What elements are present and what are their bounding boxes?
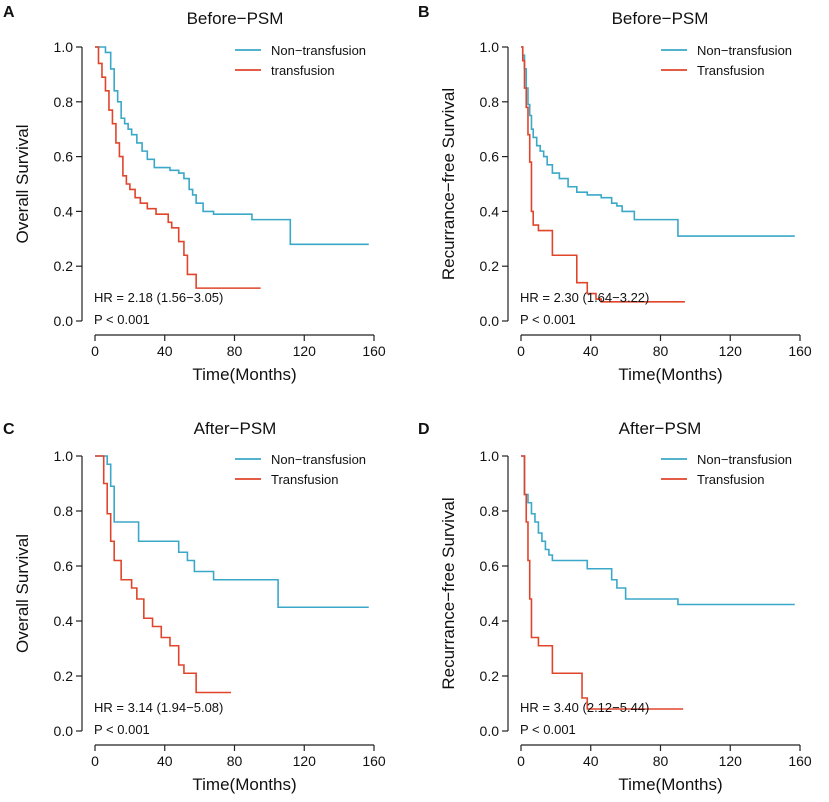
x-tick-label: 40: [583, 343, 599, 359]
x-tick-label: 0: [91, 753, 99, 769]
y-tick-label: 0.6: [480, 149, 500, 165]
y-tick-label: 0.4: [480, 613, 500, 629]
y-tick-label: 0.0: [54, 313, 74, 329]
x-tick-label: 80: [653, 753, 669, 769]
x-tick-label: 40: [583, 753, 599, 769]
legend-label: Non−transfusion: [697, 43, 792, 58]
x-tick-label: 40: [157, 343, 173, 359]
panel-letter: B: [418, 4, 430, 21]
y-axis-label: Overall Survival: [13, 534, 32, 653]
x-tick-label: 160: [362, 343, 386, 359]
x-tick-label: 120: [719, 343, 743, 359]
legend-label: transfusion: [271, 63, 335, 78]
series-line-non-transfusion: [95, 455, 369, 609]
series-line-transfusion: [95, 46, 261, 289]
series-line-non-transfusion: [95, 46, 369, 246]
hazard-ratio-annotation: HR = 2.18 (1.56−3.05): [94, 290, 223, 305]
p-value-annotation: P < 0.001: [94, 312, 150, 327]
x-tick-label: 160: [362, 753, 386, 769]
p-value-annotation: P < 0.001: [520, 722, 576, 737]
x-tick-label: 80: [227, 343, 243, 359]
y-tick-label: 0.2: [480, 668, 500, 684]
legend-label: Non−transfusion: [271, 452, 366, 467]
chart-title: Before−PSM: [187, 9, 284, 28]
series-line-non-transfusion: [521, 46, 795, 237]
x-tick-label: 0: [517, 343, 525, 359]
x-tick-label: 40: [157, 753, 173, 769]
hazard-ratio-annotation: HR = 3.40 (2.12−5.44): [520, 700, 649, 715]
series-line-non-transfusion: [521, 455, 795, 606]
y-tick-label: 1.0: [54, 448, 74, 464]
y-tick-label: 0.8: [54, 94, 74, 110]
panel-a: A Before−PSM 0 40 80 120 160 0.0 0.2 0.4 0.6 0.8 1.0…: [3, 4, 386, 384]
y-tick-label: 0.0: [54, 723, 74, 739]
y-tick-label: 0.8: [480, 94, 500, 110]
x-tick-label: 120: [719, 753, 743, 769]
y-axis-label: Recurrance−free Survival: [439, 497, 458, 689]
legend-label: Transfusion: [697, 472, 764, 487]
x-axis-label: Time(Months): [192, 365, 296, 384]
y-tick-label: 0.4: [480, 203, 500, 219]
hazard-ratio-annotation: HR = 2.30 (1.64−3.22): [520, 290, 649, 305]
panel-letter: D: [418, 421, 430, 438]
panel-d: D After−PSM 0 40 80 120 160 0.0 0.2 0.4 0.6 0.8 1.0 T…: [418, 419, 812, 794]
x-tick-label: 0: [517, 753, 525, 769]
chart-title: After−PSM: [194, 419, 277, 438]
legend-label: Non−transfusion: [697, 452, 792, 467]
y-tick-label: 0.4: [54, 613, 74, 629]
y-tick-label: 0.8: [54, 503, 74, 519]
x-tick-label: 120: [293, 753, 317, 769]
panel-c: C After−PSM 0 40 80 120 160 0.0 0.2 0.4 0.6 0.8 1.0 T…: [3, 419, 386, 794]
panel-b: B Before−PSM 0 40 80 120 160 0.0 0.2 0.4 0.6 0.8 1.0…: [418, 4, 812, 384]
chart-title: After−PSM: [619, 419, 702, 438]
p-value-annotation: P < 0.001: [94, 722, 150, 737]
y-tick-label: 0.4: [54, 203, 74, 219]
y-axis-label: Overall Survival: [13, 124, 32, 243]
series-line-transfusion: [521, 455, 684, 710]
y-tick-label: 0.6: [480, 558, 500, 574]
chart-title: Before−PSM: [612, 9, 709, 28]
x-tick-label: 80: [227, 753, 243, 769]
legend-label: Transfusion: [271, 472, 338, 487]
series-line-transfusion: [95, 455, 232, 694]
y-tick-label: 0.0: [480, 723, 500, 739]
y-tick-label: 0.8: [480, 503, 500, 519]
y-tick-label: 1.0: [480, 39, 500, 55]
x-tick-label: 160: [788, 343, 812, 359]
p-value-annotation: P < 0.001: [520, 312, 576, 327]
y-tick-label: 1.0: [480, 448, 500, 464]
x-axis-label: Time(Months): [618, 775, 722, 794]
x-axis-label: Time(Months): [618, 365, 722, 384]
x-tick-label: 160: [788, 753, 812, 769]
y-tick-label: 0.2: [480, 258, 500, 274]
y-tick-label: 0.6: [54, 558, 74, 574]
y-tick-label: 0.6: [54, 149, 74, 165]
panel-letter: A: [3, 4, 15, 21]
x-axis-label: Time(Months): [192, 775, 296, 794]
x-tick-label: 80: [653, 343, 669, 359]
legend-label: Transfusion: [697, 63, 764, 78]
y-tick-label: 0.2: [54, 668, 74, 684]
x-tick-label: 120: [293, 343, 317, 359]
y-tick-label: 0.0: [480, 313, 500, 329]
series-line-transfusion: [521, 46, 685, 303]
legend-label: Non−transfusion: [271, 43, 366, 58]
hazard-ratio-annotation: HR = 3.14 (1.94−5.08): [94, 700, 223, 715]
y-tick-label: 0.2: [54, 258, 74, 274]
y-tick-label: 1.0: [54, 39, 74, 55]
x-tick-label: 0: [91, 343, 99, 359]
y-axis-label: Recurrance−free Survival: [439, 88, 458, 280]
panel-letter: C: [3, 421, 15, 438]
